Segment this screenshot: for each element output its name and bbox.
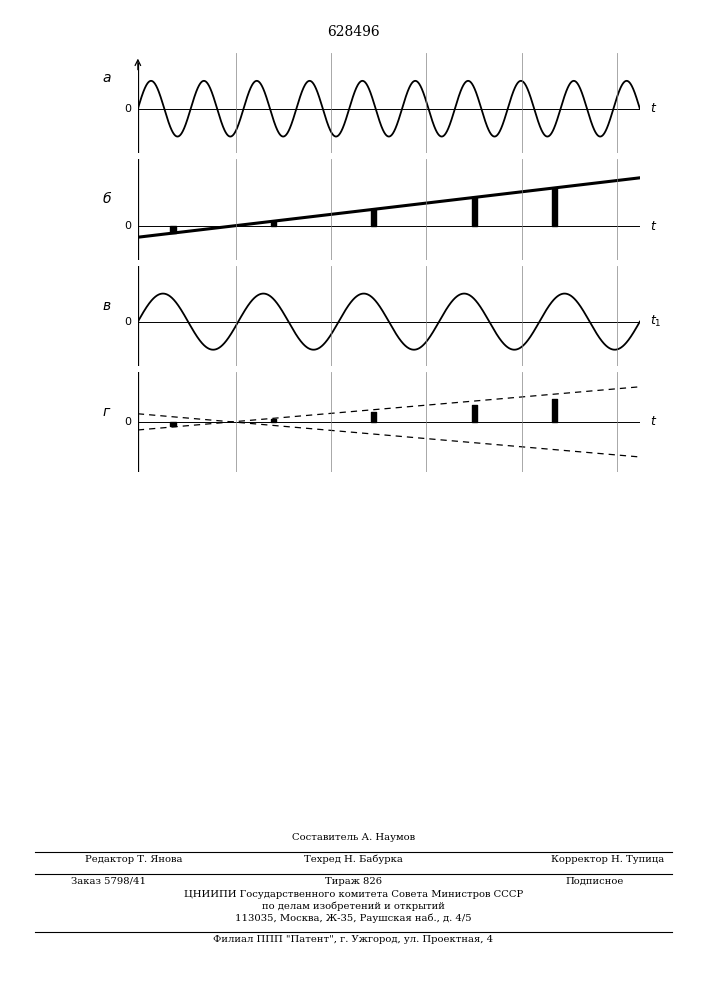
Text: Подписное: Подписное <box>566 877 624 886</box>
Text: $t$: $t$ <box>650 415 657 428</box>
Text: г: г <box>103 405 110 419</box>
Text: $t$: $t$ <box>650 220 657 233</box>
Text: 628496: 628496 <box>327 25 380 39</box>
Text: $t$: $t$ <box>650 102 657 115</box>
Text: Техред Н. Бабурка: Техред Н. Бабурка <box>304 854 403 864</box>
Text: 0: 0 <box>124 104 132 114</box>
Text: Филиал ППП "Патент", г. Ужгород, ул. Проектная, 4: Филиал ППП "Патент", г. Ужгород, ул. Про… <box>214 935 493 944</box>
Text: в: в <box>103 299 111 313</box>
Text: Составитель А. Наумов: Составитель А. Наумов <box>292 833 415 842</box>
Text: 0: 0 <box>124 317 132 327</box>
Text: а: а <box>103 71 111 85</box>
Text: 0: 0 <box>124 221 132 231</box>
Text: по делам изобретений и открытий: по делам изобретений и открытий <box>262 902 445 911</box>
Text: 0: 0 <box>124 417 132 427</box>
Text: $t_1$: $t_1$ <box>650 314 662 329</box>
Text: Заказ 5798/41: Заказ 5798/41 <box>71 877 146 886</box>
Text: ЦНИИПИ Государственного комитета Совета Министров СССР: ЦНИИПИ Государственного комитета Совета … <box>184 890 523 899</box>
Text: 113035, Москва, Ж-35, Раушская наб., д. 4/5: 113035, Москва, Ж-35, Раушская наб., д. … <box>235 914 472 923</box>
Text: Тираж 826: Тираж 826 <box>325 877 382 886</box>
Text: б: б <box>103 192 111 206</box>
Text: Редактор Т. Янова: Редактор Т. Янова <box>85 855 182 864</box>
Text: Корректор Н. Тупица: Корректор Н. Тупица <box>551 855 665 864</box>
